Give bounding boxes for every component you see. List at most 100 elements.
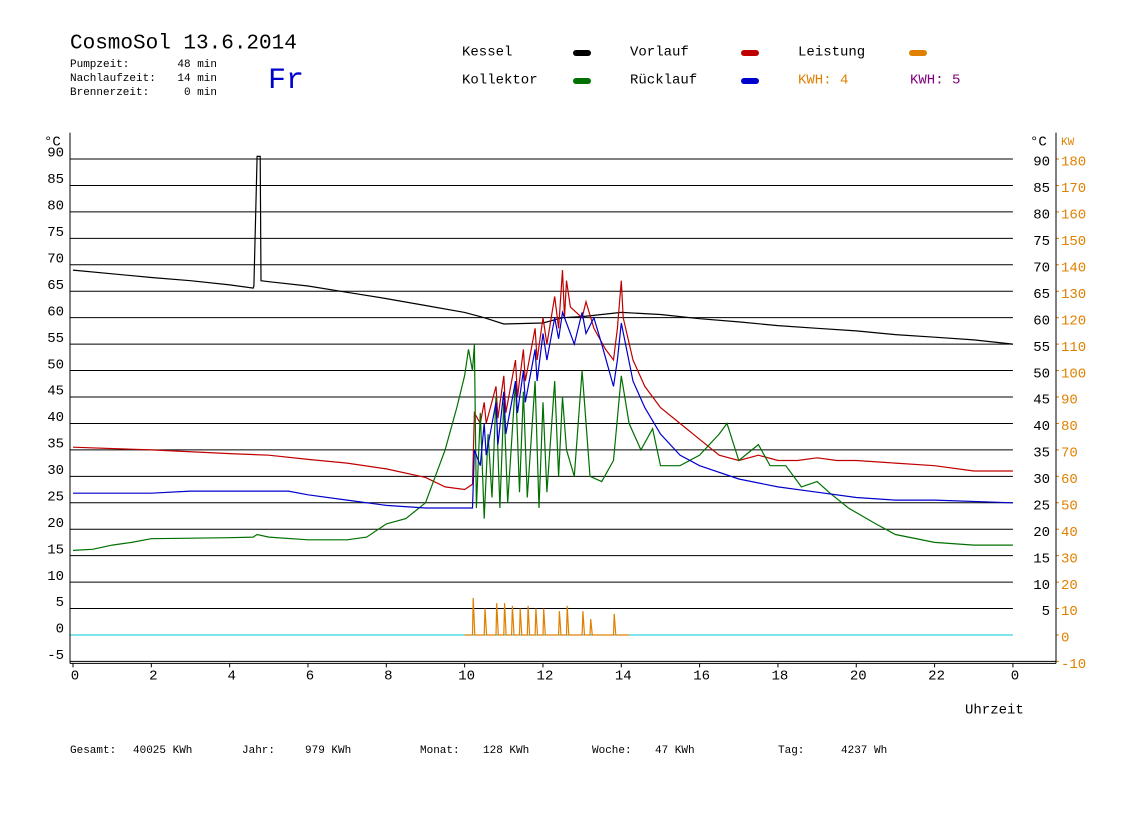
- x-tick-label: 4: [227, 669, 235, 685]
- y-tick-label-right: 70: [1033, 261, 1050, 277]
- y2-tick-label: 30: [1061, 551, 1078, 567]
- y2-tick-label: -10: [1061, 657, 1086, 673]
- y-tick-label-right: 90: [1033, 155, 1050, 171]
- y2-tick-label: 140: [1061, 261, 1086, 277]
- y-tick-label: 85: [47, 172, 64, 188]
- footer-label: Jahr:: [242, 745, 275, 757]
- series-line: [72, 155, 1013, 345]
- y2-tick-label: 110: [1061, 340, 1086, 356]
- footer-label: Gesamt:: [70, 745, 116, 757]
- y2-tick-label: 60: [1061, 472, 1078, 488]
- x-tick-label: 0: [71, 669, 79, 685]
- x-axis-label: Uhrzeit: [965, 703, 1024, 719]
- y2-unit: KW: [1061, 137, 1075, 149]
- legend-label: Rücklauf: [630, 73, 697, 89]
- legend-label: Kollektor: [462, 73, 538, 89]
- y-tick-label: 10: [47, 569, 64, 585]
- y2-tick-label: 20: [1061, 578, 1078, 594]
- y-tick-label-right: 35: [1033, 446, 1050, 462]
- legend-label: Leistung: [798, 45, 865, 61]
- x-tick-label: 8: [384, 669, 392, 685]
- info-value: 14 min: [177, 73, 217, 85]
- footer-value: 128 KWh: [483, 745, 529, 757]
- footer-value: 979 KWh: [305, 745, 351, 757]
- y-tick-label: 50: [47, 357, 64, 373]
- y2-tick-label: 90: [1061, 393, 1078, 409]
- y-tick-label-right: 55: [1033, 340, 1050, 356]
- info-label: Brennerzeit:: [70, 87, 149, 99]
- y-tick-label-right: 40: [1033, 419, 1050, 435]
- footer-value: 40025 KWh: [133, 745, 192, 757]
- y-tick-label: 60: [47, 304, 64, 320]
- y2-tick-label: 170: [1061, 181, 1086, 197]
- legend-label: Vorlauf: [630, 45, 689, 61]
- x-tick-label: 2: [149, 669, 157, 685]
- y2-tick-label: 120: [1061, 313, 1086, 329]
- y-tick-label-right: 30: [1033, 472, 1050, 488]
- y-tick-label: 15: [47, 542, 64, 558]
- y-tick-label-right: 60: [1033, 313, 1050, 329]
- series-line: [464, 597, 630, 636]
- y2-tick-label: 150: [1061, 234, 1086, 250]
- y2-tick-label: 100: [1061, 366, 1086, 382]
- y2-tick-label: 80: [1061, 419, 1078, 435]
- y2-tick-label: 180: [1061, 155, 1086, 171]
- y-tick-label: 45: [47, 384, 64, 400]
- y-unit-right: °C: [1030, 135, 1047, 151]
- y-tick-label: 80: [47, 199, 64, 215]
- y-tick-label: 40: [47, 410, 64, 426]
- y-tick-label-right: 50: [1033, 366, 1050, 382]
- x-tick-label: 12: [537, 669, 554, 685]
- y2-tick-label: 130: [1061, 287, 1086, 303]
- x-tick-label: 0: [1011, 669, 1019, 685]
- x-tick-label: 14: [615, 669, 632, 685]
- y-tick-label: 0: [56, 622, 64, 638]
- x-tick-label: 20: [850, 669, 867, 685]
- y2-tick-label: 40: [1061, 525, 1078, 541]
- kwh-label: KWH: 5: [910, 73, 960, 89]
- y-tick-label: 90: [47, 146, 64, 162]
- y-tick-label-right: 75: [1033, 234, 1050, 250]
- x-tick-label: 18: [772, 669, 789, 685]
- y-tick-label: 5: [56, 595, 64, 611]
- series-line: [73, 310, 1013, 509]
- y-tick-label: 35: [47, 437, 64, 453]
- footer-value: 4237 Wh: [841, 745, 887, 757]
- y-tick-label-right: 10: [1033, 578, 1050, 594]
- y2-tick-label: 0: [1061, 631, 1069, 647]
- footer-value: 47 KWh: [655, 745, 695, 757]
- y2-tick-label: 10: [1061, 604, 1078, 620]
- y-tick-label-right: 85: [1033, 181, 1050, 197]
- footer-label: Tag:: [778, 745, 804, 757]
- series-line: [72, 270, 1013, 491]
- info-label: Nachlaufzeit:: [70, 73, 156, 85]
- y-tick-label: 70: [47, 252, 64, 268]
- x-tick-label: 10: [458, 669, 475, 685]
- footer-label: Monat:: [420, 745, 460, 757]
- y-tick-label-right: 45: [1033, 393, 1050, 409]
- y-tick-label: -5: [47, 648, 64, 664]
- footer-label: Woche:: [592, 745, 632, 757]
- y-unit: °C: [44, 135, 61, 151]
- y-tick-label-right: 20: [1033, 525, 1050, 541]
- series-line: [72, 344, 1013, 551]
- y-tick-label: 55: [47, 331, 64, 347]
- chart-title: CosmoSol 13.6.2014: [70, 33, 297, 56]
- y2-tick-label: 50: [1061, 498, 1078, 514]
- y-tick-label-right: 15: [1033, 551, 1050, 567]
- info-value: 48 min: [177, 59, 217, 71]
- x-tick-label: 6: [306, 669, 314, 685]
- y2-tick-label: 70: [1061, 446, 1078, 462]
- y-tick-label: 75: [47, 225, 64, 241]
- x-tick-label: 22: [928, 669, 945, 685]
- y-tick-label-right: 80: [1033, 208, 1050, 224]
- y2-tick-label: 160: [1061, 208, 1086, 224]
- y-tick-label: 30: [47, 463, 64, 479]
- info-value: 0 min: [184, 87, 217, 99]
- y-tick-label: 65: [47, 278, 64, 294]
- kwh-label: KWH: 4: [798, 73, 848, 89]
- y-tick-label-right: 65: [1033, 287, 1050, 303]
- y-tick-label: 25: [47, 489, 64, 505]
